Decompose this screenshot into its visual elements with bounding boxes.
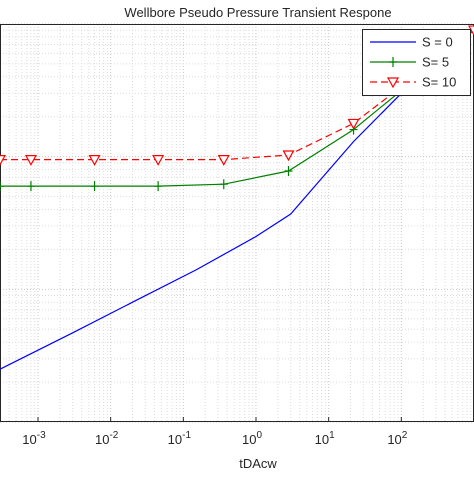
plot-area: 10-3 10-2 10-1 100 101 102 S = 0 S= 5 S= 10: [0, 23, 474, 447]
data-point: [0, 181, 4, 192]
data-point: [154, 181, 163, 192]
data-point: [217, 155, 230, 166]
series-0: [0, 29, 474, 370]
x-tick-label: 10-2: [95, 430, 119, 447]
data-point: [467, 25, 474, 37]
data-point: [347, 118, 360, 130]
data-point: [282, 150, 295, 162]
data-point: [152, 155, 165, 166]
legend-marker: [386, 77, 400, 89]
legend-item: S= 5: [370, 55, 449, 70]
x-tick-label: 101: [315, 430, 335, 447]
x-tick-label: 102: [387, 430, 407, 447]
legend-item: S= 10: [370, 75, 456, 90]
legend-marker: [389, 57, 397, 67]
legend-label: S = 0: [422, 35, 453, 50]
data-point: [90, 181, 99, 192]
legend-item: S = 0: [370, 35, 453, 50]
x-tick-label: 100: [242, 430, 262, 447]
x-tick-label: 10-3: [22, 430, 46, 447]
data-point: [24, 155, 37, 166]
chart-title: Wellbore Pseudo Pressure Transient Respo…: [124, 5, 391, 20]
data-point: [26, 181, 35, 192]
series-line: [0, 29, 474, 370]
x-ticks: 10-3 10-2 10-1 100 101 102: [22, 417, 408, 447]
legend-label: S= 10: [422, 75, 456, 90]
x-tick-label: 10-1: [168, 430, 192, 447]
data-point: [88, 155, 101, 166]
data-point: [219, 179, 228, 190]
legend-label: S= 5: [422, 55, 449, 70]
data-point: [284, 165, 293, 176]
legend: S = 0 S= 5 S= 10: [362, 29, 471, 96]
x-axis-label: tDAcw: [239, 456, 277, 471]
data-point: [0, 155, 7, 166]
